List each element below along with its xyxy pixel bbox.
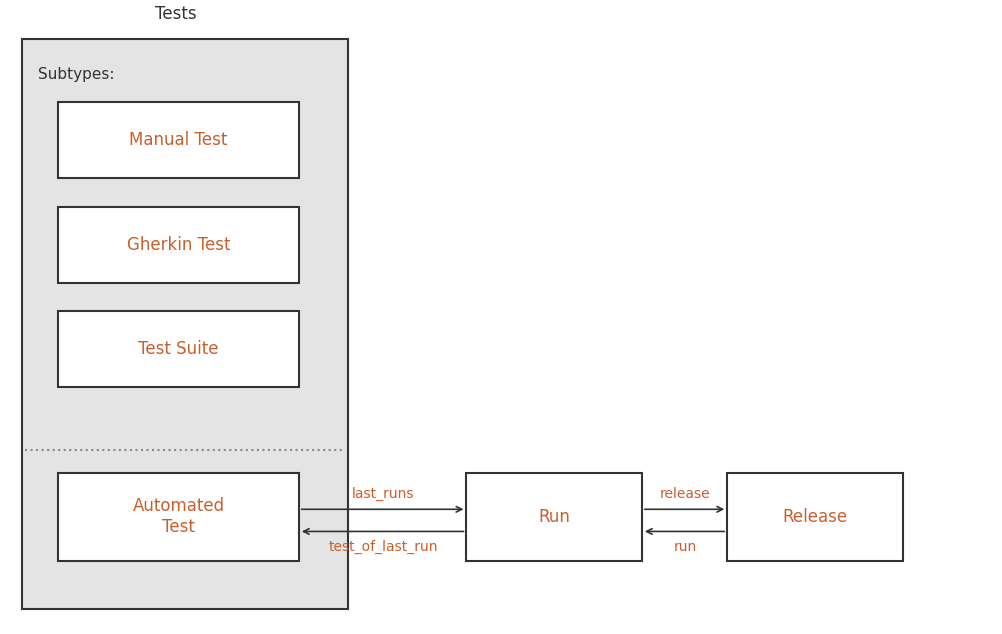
Bar — [22, 39, 348, 609]
Text: last_runs: last_runs — [352, 487, 414, 501]
Text: Subtypes:: Subtypes: — [38, 67, 114, 82]
Bar — [58, 207, 299, 283]
Text: Run: Run — [538, 508, 569, 526]
Bar — [726, 472, 902, 561]
Text: Automated
Test: Automated Test — [132, 498, 224, 536]
Bar — [58, 311, 299, 387]
Text: Manual Test: Manual Test — [129, 131, 227, 149]
Text: Release: Release — [782, 508, 847, 526]
Bar — [58, 102, 299, 178]
Text: Gherkin Test: Gherkin Test — [126, 236, 230, 254]
Text: run: run — [672, 540, 696, 554]
Bar — [466, 472, 641, 561]
Bar — [58, 472, 299, 561]
Text: Test Suite: Test Suite — [138, 340, 218, 358]
Text: release: release — [659, 487, 709, 501]
Text: test_of_last_run: test_of_last_run — [328, 540, 438, 555]
Text: Tests: Tests — [154, 5, 196, 23]
